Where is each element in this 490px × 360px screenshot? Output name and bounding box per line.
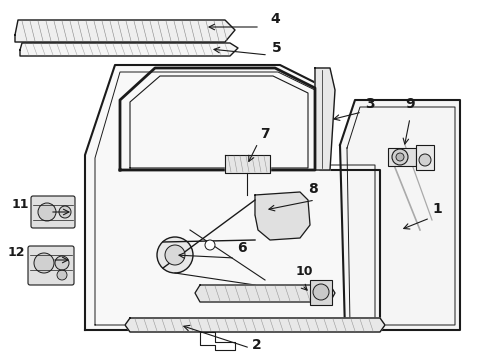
Circle shape (419, 154, 431, 166)
Text: 2: 2 (252, 338, 262, 352)
Text: 4: 4 (270, 12, 280, 26)
Text: 12: 12 (8, 246, 25, 259)
Text: 8: 8 (308, 182, 318, 196)
Circle shape (396, 153, 404, 161)
Bar (310, 280, 332, 305)
Text: 1: 1 (432, 202, 442, 216)
Text: 6: 6 (237, 241, 246, 255)
Circle shape (55, 256, 69, 270)
Polygon shape (195, 285, 335, 302)
Polygon shape (15, 20, 235, 42)
Polygon shape (340, 100, 460, 330)
Text: 11: 11 (12, 198, 29, 211)
Text: 10: 10 (296, 265, 314, 278)
FancyBboxPatch shape (28, 246, 74, 285)
Text: 9: 9 (405, 97, 415, 111)
Circle shape (205, 240, 215, 250)
Circle shape (38, 203, 56, 221)
Circle shape (392, 149, 408, 165)
Circle shape (57, 270, 67, 280)
Circle shape (59, 206, 71, 218)
Text: 5: 5 (272, 41, 282, 55)
Polygon shape (255, 192, 310, 240)
Polygon shape (125, 318, 385, 332)
Polygon shape (85, 65, 380, 330)
Polygon shape (315, 68, 335, 170)
Text: 7: 7 (260, 127, 270, 141)
FancyBboxPatch shape (31, 196, 75, 228)
Text: 3: 3 (365, 97, 375, 111)
Circle shape (34, 253, 54, 273)
Circle shape (165, 245, 185, 265)
Bar (416, 145, 434, 170)
Circle shape (157, 237, 193, 273)
Circle shape (313, 284, 329, 300)
Polygon shape (225, 155, 270, 173)
Polygon shape (20, 43, 238, 56)
Bar (388, 148, 416, 166)
